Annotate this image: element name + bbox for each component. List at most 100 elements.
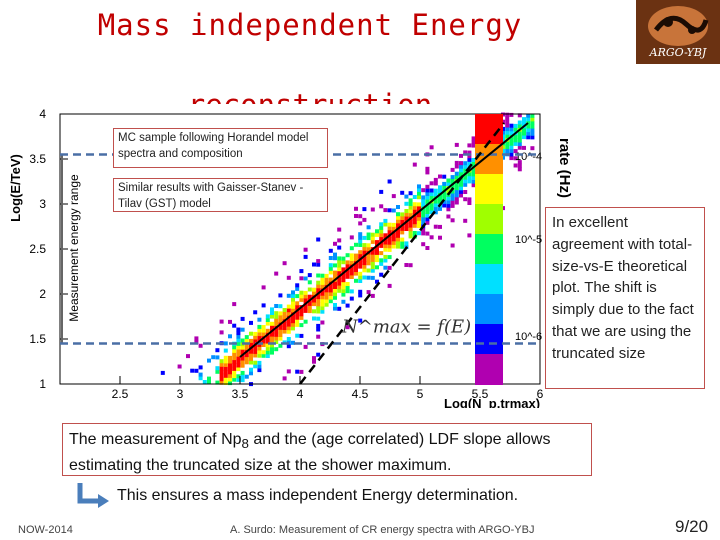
heatmap-cell <box>522 127 526 132</box>
heatmap-cell <box>270 307 274 312</box>
heatmap-cell <box>316 327 321 332</box>
heatmap-cell <box>295 369 300 374</box>
heatmap-cell <box>387 237 392 242</box>
heatmap-cell <box>299 294 304 299</box>
heatmap-cell <box>270 347 274 351</box>
heatmap-cell <box>236 367 241 372</box>
heatmap-cell <box>505 123 510 128</box>
heatmap-cell <box>236 349 241 354</box>
heatmap-cell <box>442 203 447 208</box>
heatmap-cell <box>324 299 329 304</box>
heatmap-cell <box>219 319 224 324</box>
heatmap-cell <box>333 281 337 286</box>
heatmap-cell <box>278 336 283 341</box>
heatmap-cell <box>471 179 476 184</box>
heatmap-cell <box>442 192 447 197</box>
heatmap-cell <box>286 275 291 280</box>
heatmap-cell <box>400 230 405 235</box>
heatmap-cell <box>513 149 518 154</box>
heatmap-cell <box>387 179 392 184</box>
heatmap-cell <box>198 376 203 381</box>
heatmap-cell <box>333 241 337 246</box>
heatmap-cell <box>396 219 400 224</box>
heatmap-cell <box>270 311 274 315</box>
heatmap-cell <box>379 251 384 256</box>
heatmap-cell <box>307 294 312 299</box>
heatmap-cell <box>303 298 308 303</box>
heatmap-cell <box>421 209 426 214</box>
heatmap-cell <box>341 267 346 272</box>
heatmap-cell <box>286 322 291 327</box>
heatmap-cell <box>366 257 371 262</box>
heatmap-cell <box>337 288 342 293</box>
heatmap-cell <box>282 329 287 334</box>
heatmap-cell <box>471 136 476 141</box>
heatmap-cell <box>526 131 531 136</box>
heatmap-cell <box>337 267 342 272</box>
heatmap-cell <box>442 174 447 179</box>
heatmap-cell <box>446 178 451 183</box>
reference-line <box>299 122 505 385</box>
heatmap-cell <box>324 291 329 296</box>
heatmap-cell <box>249 331 253 336</box>
heatmap-cell <box>459 171 463 176</box>
heatmap-cell <box>202 380 207 384</box>
heatmap-cell <box>526 135 531 140</box>
heatmap-cell <box>370 239 375 244</box>
x-tick-label: 6 <box>537 387 544 401</box>
heatmap-cell <box>316 352 321 357</box>
heatmap-cell <box>438 185 442 190</box>
heatmap-cell <box>232 359 237 364</box>
heatmap-cell <box>232 363 237 368</box>
heatmap-cell <box>345 271 350 276</box>
heatmap-cell <box>513 163 518 168</box>
heatmap-cell <box>446 203 451 208</box>
heatmap-cell <box>194 340 199 344</box>
heatmap-cell <box>412 205 417 210</box>
heatmap-cell <box>433 188 438 193</box>
heatmap-cell <box>467 233 472 238</box>
heatmap-cell <box>295 333 300 338</box>
heatmap-cell <box>509 130 514 135</box>
heatmap-cell <box>223 370 228 375</box>
heatmap-cell <box>312 356 316 361</box>
heatmap-cell <box>240 378 245 383</box>
heatmap-cell <box>404 194 409 199</box>
heatmap-cell <box>509 138 514 143</box>
heatmap-cell <box>383 218 388 223</box>
heatmap-cell <box>459 179 463 184</box>
heatmap-cell <box>328 277 333 282</box>
heatmap-cell <box>207 380 211 385</box>
heatmap-cell <box>223 381 228 385</box>
heatmap-cell <box>421 217 426 221</box>
heatmap-cell <box>425 213 430 218</box>
heatmap-cell <box>328 295 333 300</box>
heatmap-cell <box>198 372 203 377</box>
heatmap-cell <box>240 360 245 365</box>
heatmap-cell <box>417 191 421 196</box>
heatmap-cell <box>295 304 300 309</box>
heatmap-cell <box>425 192 430 196</box>
heatmap-cell <box>291 308 295 313</box>
heatmap-cell <box>425 170 430 175</box>
heatmap-cell <box>370 207 375 212</box>
heatmap-cell <box>463 150 468 155</box>
heatmap-cell <box>417 216 421 221</box>
heatmap-cell <box>379 261 384 266</box>
heatmap-cell <box>362 250 367 255</box>
heatmap-cell <box>219 330 224 335</box>
heatmap-cell <box>320 306 325 311</box>
heatmap-cell <box>517 120 522 125</box>
logo-text: ARGO-YBJ <box>649 46 707 59</box>
heatmap-cell <box>265 328 270 333</box>
heatmap-cell <box>177 364 182 369</box>
heatmap-cell <box>249 320 253 325</box>
heatmap-cell <box>354 253 358 258</box>
heatmap-cell <box>433 224 438 229</box>
heatmap-cell <box>253 353 258 358</box>
heatmap-cell <box>223 377 228 382</box>
heatmap-cell <box>286 319 291 323</box>
heatmap-cell <box>396 244 400 249</box>
heatmap-cell <box>471 183 476 188</box>
heatmap-cell <box>253 349 258 354</box>
